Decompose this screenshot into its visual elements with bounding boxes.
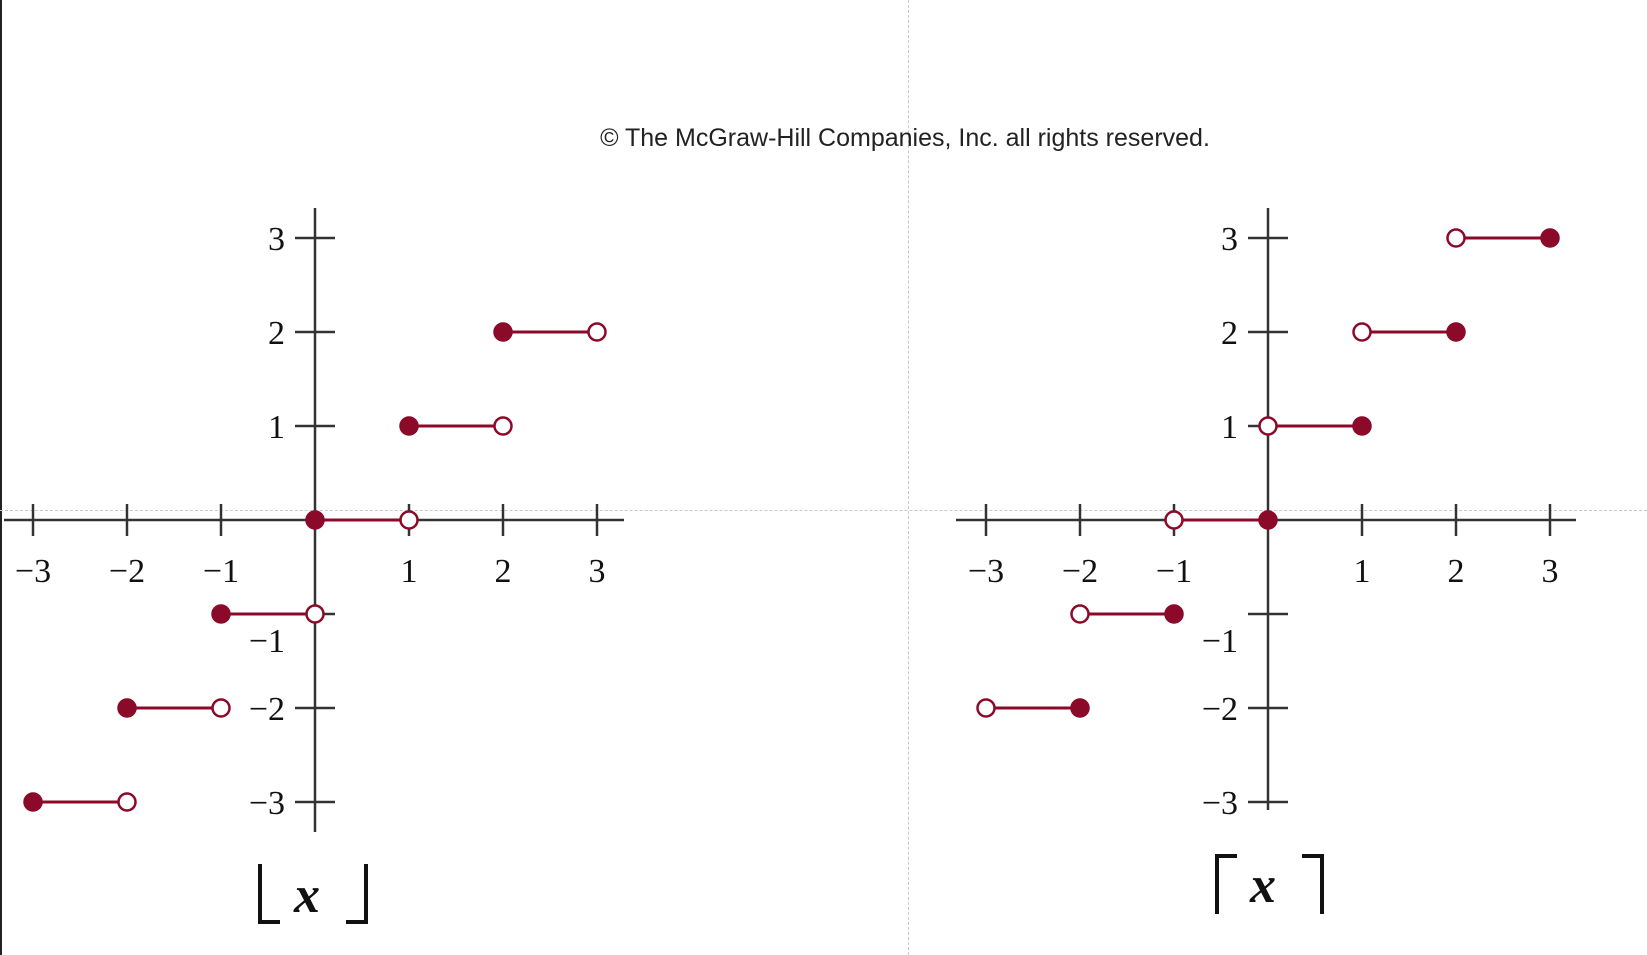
ceiling-y-tick-label: −1 [1202, 623, 1238, 660]
ceiling-open-endpoint [976, 698, 996, 718]
ceiling-y-tick-label: −2 [1202, 691, 1238, 728]
ceiling-x-tick-label: 2 [1448, 553, 1465, 590]
floor-y-tick-label: −3 [249, 785, 285, 822]
ceiling-closed-endpoint [1258, 510, 1278, 530]
middle-guide-line [0, 510, 1647, 511]
floor-right-bracket [346, 864, 368, 924]
floor-x-tick-label: 1 [401, 553, 418, 590]
floor-open-endpoint [399, 510, 419, 530]
ceiling-closed-endpoint [1352, 416, 1372, 436]
floor-y-tick-label: 2 [268, 315, 285, 352]
floor-closed-endpoint [493, 322, 513, 342]
ceiling-open-endpoint [1446, 228, 1466, 248]
ceiling-right-bracket [1302, 854, 1324, 914]
ceiling-left-bracket [1215, 854, 1237, 914]
floor-closed-endpoint [23, 792, 43, 812]
floor-open-endpoint [211, 698, 231, 718]
floor-y-tick-label: 3 [268, 221, 285, 258]
ceiling-x-tick-label: 3 [1542, 553, 1559, 590]
ceiling-x-tick-label: 1 [1354, 553, 1371, 590]
copyright-notice: © The McGraw-Hill Companies, Inc. all ri… [600, 124, 1210, 152]
floor-x-tick-label: 3 [589, 553, 606, 590]
floor-x-tick-label: −1 [203, 553, 239, 590]
ceiling-y-tick-label: 1 [1221, 409, 1238, 446]
ceiling-open-endpoint [1258, 416, 1278, 436]
ceiling-x-tick-label: −2 [1062, 553, 1098, 590]
ceiling-open-endpoint [1070, 604, 1090, 624]
floor-left-bracket [258, 864, 280, 924]
floor-y-tick-label: −2 [249, 691, 285, 728]
floor-open-endpoint [587, 322, 607, 342]
ceiling-closed-endpoint [1070, 698, 1090, 718]
floor-y-tick-label: −1 [249, 623, 285, 660]
ceiling-x-tick-label: −3 [968, 553, 1004, 590]
floor-closed-endpoint [117, 698, 137, 718]
ceiling-function-label: x [1250, 857, 1276, 914]
ceiling-x-tick-label: −1 [1156, 553, 1192, 590]
ceiling-open-endpoint [1164, 510, 1184, 530]
left-border [0, 0, 2, 955]
floor-closed-endpoint [211, 604, 231, 624]
ceiling-y-tick-label: 2 [1221, 315, 1238, 352]
ceiling-y-tick-label: 3 [1221, 221, 1238, 258]
ceiling-open-endpoint [1352, 322, 1372, 342]
ceiling-closed-endpoint [1164, 604, 1184, 624]
floor-x-tick-label: −3 [15, 553, 51, 590]
floor-function-label: x [294, 867, 320, 924]
ceiling-closed-endpoint [1540, 228, 1560, 248]
floor-open-endpoint [493, 416, 513, 436]
ceiling-y-tick-label: −3 [1202, 785, 1238, 822]
center-guide-line [908, 0, 909, 955]
floor-open-endpoint [305, 604, 325, 624]
ceiling-closed-endpoint [1446, 322, 1466, 342]
floor-x-tick-label: −2 [109, 553, 145, 590]
floor-x-tick-label: 2 [495, 553, 512, 590]
floor-closed-endpoint [305, 510, 325, 530]
floor-y-tick-label: 1 [268, 409, 285, 446]
floor-open-endpoint [117, 792, 137, 812]
floor-closed-endpoint [399, 416, 419, 436]
